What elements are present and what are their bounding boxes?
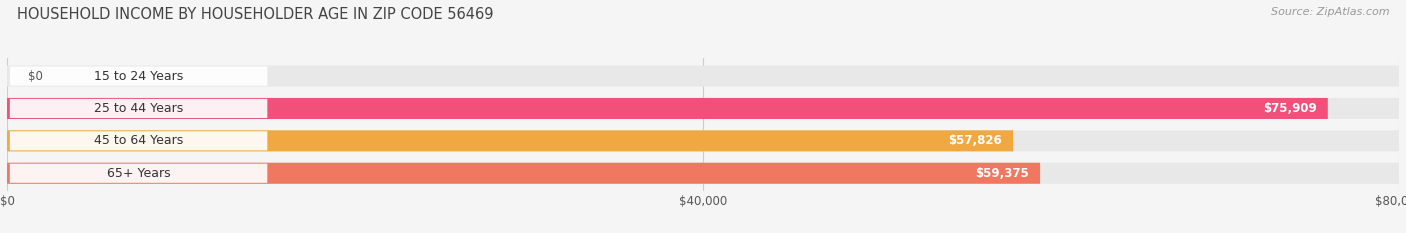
FancyBboxPatch shape <box>10 99 267 118</box>
FancyBboxPatch shape <box>10 66 267 86</box>
Text: 15 to 24 Years: 15 to 24 Years <box>94 70 183 82</box>
Text: HOUSEHOLD INCOME BY HOUSEHOLDER AGE IN ZIP CODE 56469: HOUSEHOLD INCOME BY HOUSEHOLDER AGE IN Z… <box>17 7 494 22</box>
Text: 25 to 44 Years: 25 to 44 Years <box>94 102 183 115</box>
Text: $57,826: $57,826 <box>948 134 1002 147</box>
FancyBboxPatch shape <box>7 163 1040 184</box>
Text: $75,909: $75,909 <box>1263 102 1316 115</box>
FancyBboxPatch shape <box>7 98 1327 119</box>
FancyBboxPatch shape <box>7 98 1399 119</box>
FancyBboxPatch shape <box>10 164 267 183</box>
Text: 65+ Years: 65+ Years <box>107 167 170 180</box>
Text: 45 to 64 Years: 45 to 64 Years <box>94 134 183 147</box>
Text: $59,375: $59,375 <box>976 167 1029 180</box>
FancyBboxPatch shape <box>7 130 1399 151</box>
Text: Source: ZipAtlas.com: Source: ZipAtlas.com <box>1271 7 1389 17</box>
FancyBboxPatch shape <box>10 131 267 151</box>
FancyBboxPatch shape <box>7 65 1399 87</box>
Text: $0: $0 <box>28 70 42 82</box>
FancyBboxPatch shape <box>7 163 1399 184</box>
FancyBboxPatch shape <box>7 130 1014 151</box>
